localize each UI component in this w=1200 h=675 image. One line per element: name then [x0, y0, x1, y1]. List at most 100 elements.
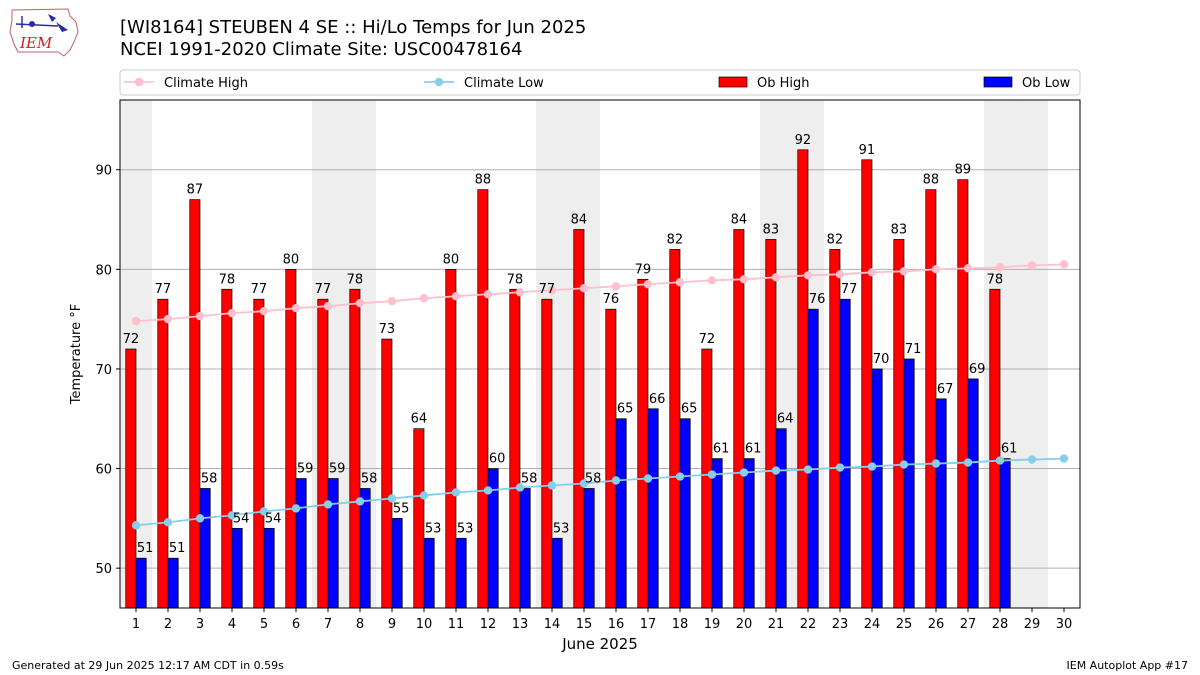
bar-ob-high	[253, 298, 265, 609]
data-label-ob-low: 70	[873, 352, 890, 367]
bar-ob-low	[263, 527, 275, 609]
bar-ob-low	[775, 428, 787, 609]
climate-low-point	[1059, 454, 1069, 463]
x-tick-label: 29	[1024, 617, 1041, 632]
data-label-ob-low: 61	[745, 442, 762, 457]
bar-ob-high	[413, 428, 425, 609]
x-tick-label: 3	[196, 617, 204, 632]
climate-high-line	[135, 263, 1065, 323]
x-tick-label: 17	[640, 617, 657, 632]
bar-ob-low	[199, 488, 211, 609]
title-line-2: NCEI 1991-2020 Climate Site: USC00478164	[120, 39, 523, 60]
data-label-ob-low: 76	[809, 292, 826, 307]
legend-climate-low-label: Climate Low	[464, 76, 544, 91]
climate-high-point	[387, 297, 397, 306]
x-tick-label: 5	[260, 617, 268, 632]
bar-ob-high	[349, 288, 361, 609]
climate-high-point	[451, 292, 461, 301]
data-label-ob-high: 77	[251, 282, 268, 297]
data-label-ob-low: 58	[361, 471, 378, 486]
data-label-ob-low: 64	[777, 412, 794, 427]
data-label-ob-low: 65	[617, 402, 634, 417]
bar-ob-low	[583, 488, 595, 609]
bar-ob-low	[391, 518, 403, 609]
climate-high-point	[611, 282, 621, 291]
bar-ob-high	[637, 278, 649, 609]
climate-high-point	[931, 265, 941, 274]
bar-ob-high	[829, 249, 841, 609]
x-tick-label: 25	[896, 617, 913, 632]
climate-high-point	[899, 267, 909, 276]
bar-ob-low	[839, 298, 851, 609]
x-tick-label: 27	[960, 617, 977, 632]
bar-ob-high	[925, 189, 937, 609]
data-label-ob-high: 82	[667, 232, 684, 247]
data-label-ob-low: 61	[713, 442, 730, 457]
data-label-ob-high: 78	[987, 272, 1004, 287]
climate-high-point	[963, 264, 973, 273]
plot-frame	[119, 99, 1081, 609]
climate-high-point	[579, 284, 589, 293]
data-label-ob-high: 83	[891, 222, 908, 237]
climate-low-point	[867, 462, 877, 471]
climate-high-point	[675, 278, 685, 287]
data-label-ob-low: 77	[841, 282, 858, 297]
bar-ob-high	[381, 338, 393, 609]
climate-low-point	[803, 465, 813, 474]
data-label-ob-low: 51	[169, 541, 186, 556]
climate-low-point	[387, 494, 397, 503]
bar-ob-high	[797, 149, 809, 609]
x-tick-label: 19	[704, 617, 721, 632]
climate-high-point	[259, 306, 269, 316]
bar-ob-low	[615, 418, 627, 609]
legend-ob-high-label: Ob High	[757, 76, 810, 91]
y-tick-label: 70	[95, 363, 112, 378]
bar-ob-high	[605, 308, 617, 609]
x-tick-label: 14	[544, 617, 561, 632]
data-label-ob-low: 53	[553, 521, 570, 536]
data-label-ob-high: 77	[315, 282, 332, 297]
climate-high-point	[803, 271, 813, 280]
x-tick-label: 30	[1056, 617, 1073, 632]
data-label-ob-low: 54	[265, 511, 282, 526]
bar-ob-high	[477, 189, 489, 609]
bar-ob-low	[807, 308, 819, 609]
data-label-ob-high: 80	[283, 252, 300, 267]
climate-high-point	[227, 308, 237, 318]
data-label-ob-high: 77	[539, 282, 556, 297]
x-tick-label: 2	[164, 617, 172, 632]
climate-high-point	[515, 288, 525, 297]
data-label-ob-high: 84	[571, 212, 588, 227]
data-label-ob-high: 78	[507, 272, 524, 287]
climate-low-point	[995, 456, 1005, 465]
x-tick-label: 26	[928, 617, 945, 632]
data-label-ob-low: 55	[393, 501, 410, 516]
logo-text: IEM	[19, 34, 53, 52]
data-label-ob-low: 65	[681, 402, 698, 417]
data-label-ob-low: 67	[937, 382, 954, 397]
climate-low-point	[355, 497, 365, 506]
climate-low-point	[771, 466, 781, 475]
climate-low-point	[451, 488, 461, 497]
bar-ob-high	[701, 348, 713, 609]
climate-low-line	[135, 457, 1065, 527]
data-label-ob-high: 91	[859, 143, 876, 158]
x-tick-label: 11	[448, 617, 465, 632]
climate-low-point	[739, 468, 749, 477]
data-label-ob-low: 71	[905, 342, 922, 357]
weekend-band	[1016, 100, 1048, 608]
climate-low-point	[195, 514, 205, 523]
climate-low-point	[515, 483, 525, 492]
climate-low-point	[643, 474, 653, 483]
climate-high-point	[1059, 260, 1069, 269]
climate-low-point	[963, 458, 973, 467]
bar-ob-high	[285, 268, 297, 609]
data-label-ob-high: 88	[475, 173, 492, 188]
data-label-ob-high: 88	[923, 173, 940, 188]
bar-ob-low	[295, 478, 307, 609]
x-tick-label: 8	[356, 617, 364, 632]
legend-climate-high-marker	[134, 77, 144, 87]
data-label-ob-high: 84	[731, 212, 748, 227]
title-line-1: [WI8164] STEUBEN 4 SE :: Hi/Lo Temps for…	[120, 17, 587, 38]
x-tick-label: 16	[608, 617, 625, 632]
